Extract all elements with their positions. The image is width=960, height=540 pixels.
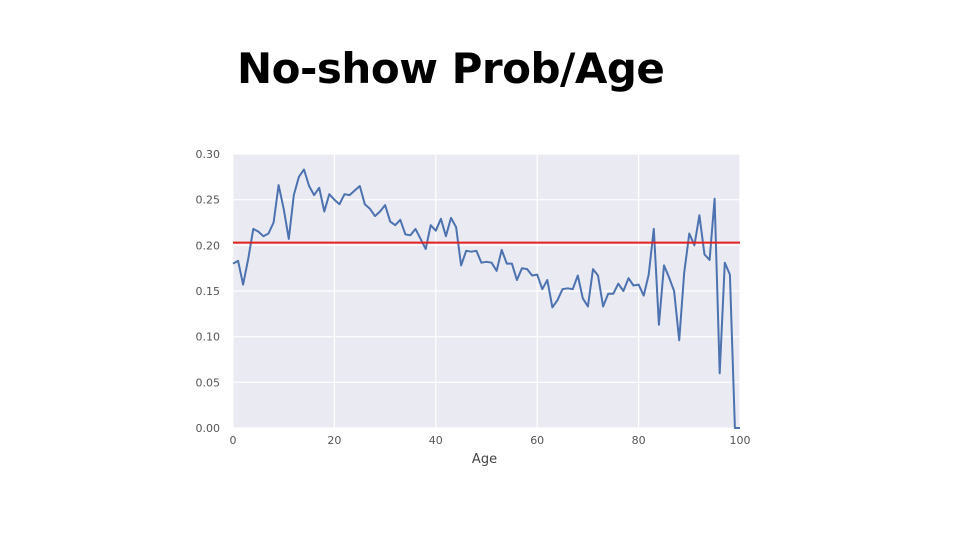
x-axis-label: Age	[472, 452, 497, 467]
slide-title: No-show Prob/Age	[237, 44, 665, 93]
y-tick-label: 0.25	[196, 194, 221, 207]
y-tick-label: 0.15	[196, 285, 221, 298]
series-line-no-show-probability	[232, 168, 740, 429]
y-axis-ticks: 0.00 0.05 0.10 0.15 0.20 0.25 0.30	[196, 148, 221, 435]
x-tick-label: 20	[327, 434, 341, 447]
x-axis-ticks: 0 20 40 60 80 100	[230, 434, 751, 447]
x-tick-label: 0	[230, 434, 237, 447]
gridlines	[232, 153, 741, 429]
y-tick-label: 0.05	[196, 376, 221, 389]
x-tick-label: 60	[530, 434, 544, 447]
x-tick-label: 100	[730, 434, 751, 447]
y-tick-label: 0.30	[196, 148, 221, 161]
y-tick-label: 0.20	[196, 239, 221, 252]
x-tick-label: 40	[429, 434, 443, 447]
y-tick-label: 0.10	[196, 331, 221, 344]
x-tick-label: 80	[632, 434, 646, 447]
y-tick-label: 0.00	[196, 422, 221, 435]
